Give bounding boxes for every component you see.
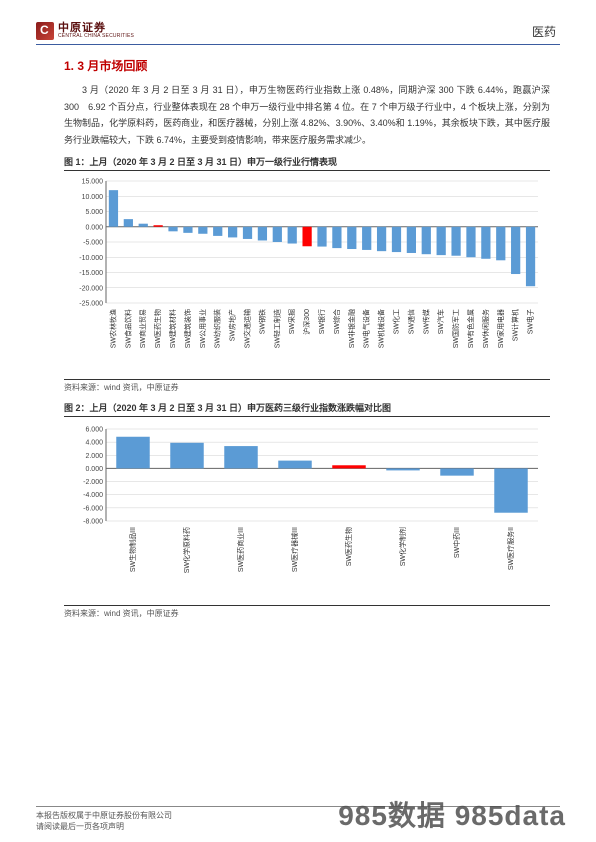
svg-text:-8.000: -8.000 xyxy=(83,518,103,525)
svg-text:沪深300: 沪深300 xyxy=(302,308,311,334)
body-paragraph: 3 月（2020 年 3 月 2 日至 3 月 31 日），申万生物医药行业指数… xyxy=(64,82,550,149)
fig2-source: 资料来源：wind 资讯，中原证券 xyxy=(64,608,550,619)
svg-text:SW通信: SW通信 xyxy=(406,309,415,334)
svg-text:SW医药生物: SW医药生物 xyxy=(344,527,353,566)
svg-text:SW计算机: SW计算机 xyxy=(511,309,520,341)
logo: 中原证券 CENTRAL CHINA SECURITIES xyxy=(36,22,134,40)
svg-text:SW传媒: SW传媒 xyxy=(421,309,430,334)
svg-text:SW医疗器械III: SW医疗器械III xyxy=(290,527,299,572)
svg-text:SW医药商业III: SW医药商业III xyxy=(236,527,245,572)
svg-text:0.000: 0.000 xyxy=(85,224,103,231)
logo-icon xyxy=(36,22,54,40)
fig1-source: 资料来源：wind 资讯，中原证券 xyxy=(64,382,550,393)
svg-text:-5.000: -5.000 xyxy=(83,239,103,246)
svg-text:-15.000: -15.000 xyxy=(79,270,103,277)
section-title: 1. 3 月市场回顾 xyxy=(64,57,560,74)
fig2-chart: -8.000 -6.000 -4.000 -2.000 0.000 2.000 4.000 6… xyxy=(64,421,550,606)
fig2-caption: 图 2：上月（2020 年 3 月 2 日至 3 月 31 日）申万医药三级行业… xyxy=(64,401,550,417)
svg-text:SW电子: SW电子 xyxy=(526,309,535,334)
svg-text:15.000: 15.000 xyxy=(82,178,104,185)
svg-text:5.000: 5.000 xyxy=(85,209,103,216)
svg-text:SW农林牧渔: SW农林牧渔 xyxy=(108,309,117,348)
svg-text:-25.000: -25.000 xyxy=(79,300,103,307)
svg-text:SW非银金融: SW非银金融 xyxy=(347,309,356,348)
svg-text:SW家用电器: SW家用电器 xyxy=(496,309,505,348)
svg-text:4.000: 4.000 xyxy=(85,439,103,446)
svg-text:SW公用事业: SW公用事业 xyxy=(198,309,207,348)
svg-text:SW建筑材料: SW建筑材料 xyxy=(168,309,177,348)
svg-text:SW采掘: SW采掘 xyxy=(287,309,296,334)
page-header: 中原证券 CENTRAL CHINA SECURITIES 医药 xyxy=(36,22,560,45)
svg-text:-6.000: -6.000 xyxy=(83,505,103,512)
fig1-caption: 图 1：上月（2020 年 3 月 2 日至 3 月 31 日）申万一级行业行情… xyxy=(64,155,550,171)
svg-text:SW汽车: SW汽车 xyxy=(436,309,445,334)
svg-text:SW银行: SW银行 xyxy=(317,309,326,334)
svg-text:SW医疗服务II: SW医疗服务II xyxy=(506,527,515,570)
svg-text:SW轻工制造: SW轻工制造 xyxy=(272,309,281,348)
svg-text:SW化学原料药: SW化学原料药 xyxy=(182,527,191,573)
svg-text:6.000: 6.000 xyxy=(85,426,103,433)
svg-text:SW机械设备: SW机械设备 xyxy=(377,309,386,348)
svg-text:SW纺织服装: SW纺织服装 xyxy=(213,309,222,348)
svg-text:SW休闲服务: SW休闲服务 xyxy=(481,309,490,348)
svg-text:0.000: 0.000 xyxy=(85,465,103,472)
svg-text:SW综合: SW综合 xyxy=(332,309,341,334)
svg-text:SW房地产: SW房地产 xyxy=(228,309,237,341)
svg-text:-4.000: -4.000 xyxy=(83,492,103,499)
svg-text:SW生物制品III: SW生物制品III xyxy=(128,527,137,572)
svg-text:2.000: 2.000 xyxy=(85,452,103,459)
svg-text:10.000: 10.000 xyxy=(82,193,104,200)
svg-text:SW中药III: SW中药III xyxy=(452,527,461,558)
svg-text:-20.000: -20.000 xyxy=(79,285,103,292)
svg-text:SW化工: SW化工 xyxy=(391,309,400,334)
svg-text:SW国防军工: SW国防军工 xyxy=(451,309,460,348)
svg-text:SW医药生物: SW医药生物 xyxy=(153,309,162,348)
svg-text:SW钢铁: SW钢铁 xyxy=(257,309,266,334)
svg-text:SW建筑装饰: SW建筑装饰 xyxy=(183,309,192,348)
header-category: 医药 xyxy=(532,23,556,40)
svg-text:SW有色金属: SW有色金属 xyxy=(466,309,475,348)
svg-text:SW食品饮料: SW食品饮料 xyxy=(123,309,132,348)
svg-text:-10.000: -10.000 xyxy=(79,254,103,261)
svg-text:SW商业贸易: SW商业贸易 xyxy=(138,309,147,348)
svg-text:SW交通运输: SW交通运输 xyxy=(243,309,252,348)
fig1-chart: -25.000 -20.000 -15.000 -10.000 -5.000 0.000 5… xyxy=(64,175,550,380)
logo-en: CENTRAL CHINA SECURITIES xyxy=(58,34,134,39)
watermark: 985数据 985data xyxy=(338,794,566,834)
svg-text:SW电气设备: SW电气设备 xyxy=(362,309,371,348)
svg-text:SW化学制剂: SW化学制剂 xyxy=(398,527,407,566)
svg-text:-2.000: -2.000 xyxy=(83,479,103,486)
